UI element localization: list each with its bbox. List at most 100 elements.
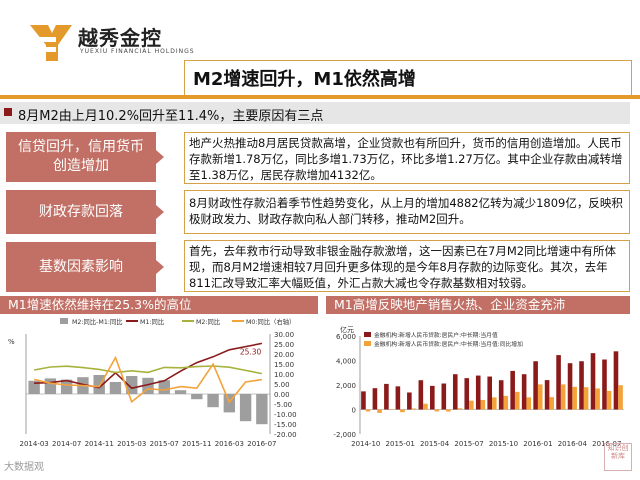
m1-growth-chart: % -20.00 -15.00 -10.00 -5.00 0.00 5.00 10.00 15.… [8,317,297,448]
bar-loan-22 [613,351,619,410]
reason-label-1: 信贷回升，信用货币创造增加 [6,132,156,182]
y-tick-label: 0 [352,407,356,415]
bar-yoy-9 [469,400,474,410]
bar-loan-21 [602,359,607,410]
y-tick-label: 2,000 [336,382,356,390]
bar-loan-17 [556,355,561,410]
x-tick-label: 2015-03 [117,440,146,448]
legend-label: M2:同比-M1:同比 [72,317,123,326]
line-series-0 [34,342,263,390]
bar-10 [191,394,203,400]
mortgage-loan-chart: 亿元 -2,000 0 2,000 4,000 6,000 2014-10 2015-01 20… [333,325,624,448]
bar-9 [174,390,187,394]
x-tick-label: 2016-07 [592,440,621,448]
bar-yoy-14 [526,397,532,410]
brand-name: 越秀金控 [78,26,162,50]
bar-7 [142,377,154,394]
company-logo [30,25,72,61]
bar-yoy-3 [400,409,405,413]
bar-yoy-16 [549,397,554,410]
right-tick-label: 5.00 [274,381,290,389]
x-tick-label: 2015-04 [420,440,450,448]
slide-title-box: M2增速回升，M1依然高增 [184,60,632,96]
legend-label: M0:同比（右轴） [246,317,295,326]
right-tick-label: 30.00 [274,331,294,339]
bar-6 [126,376,138,394]
right-tick-label: 10.00 [274,371,294,379]
right-tick-label: 15.00 [274,361,294,369]
bar-yoy-22 [618,385,623,410]
right-tick-label: 25.00 [274,341,294,349]
bar-loan-8 [452,374,458,410]
bar-yoy-5 [423,403,428,410]
slide-title: M2增速回升，M1依然高增 [193,69,416,90]
bar-loan-14 [521,374,527,410]
bar-14 [256,394,268,425]
bar-loan-9 [464,378,470,410]
x-tick-label: 2014-11 [85,440,114,448]
bar-yoy-0 [365,409,371,412]
legend-label: 金融机构:新增人民币贷款:居民户:中长期:当月值:同比增加 [374,340,523,348]
x-tick-label: 2015-07 [454,440,483,448]
bar-yoy-17 [560,384,566,410]
bullet-square-icon [4,108,12,116]
bar-5 [109,382,122,394]
bar-loan-2 [384,383,389,410]
bar-loan-19 [579,361,584,410]
bar-2 [60,379,73,394]
bar-loan-18 [567,363,573,410]
legend-label: M2:同比 [196,317,220,326]
bar-loan-5 [418,380,424,410]
x-tick-label: 2015-10 [489,440,518,448]
x-tick-label: 2016-01 [523,440,552,448]
bar-yoy-2 [388,409,394,410]
reason-label-2: 财政存款回落 [6,190,156,234]
x-tick-label: 2014-10 [351,440,380,448]
bar-loan-4 [407,392,412,410]
bar-yoy-21 [606,390,612,410]
right-tick-label: -5.00 [274,401,292,409]
x-tick-label: 2016-04 [558,440,588,448]
legend-swatch [364,341,371,346]
bar-loan-1 [372,388,378,410]
bar-yoy-1 [377,409,382,413]
bar-yoy-11 [492,397,497,410]
bar-yoy-15 [537,384,543,410]
bar-yoy-20 [595,388,600,410]
right-tick-label: -15.00 [274,421,297,429]
bar-yoy-4 [411,408,417,410]
bar-loan-7 [441,383,447,410]
right-tick-label: 0.00 [274,391,290,399]
right-tick-label: -10.00 [274,411,297,419]
legend-label: M1:同比 [140,317,164,326]
y-axis-unit: 亿元 [340,325,354,334]
legend-swatch [60,318,68,324]
chart-2-title: M1高增反映地产销售火热、企业资金充沛 [326,296,630,314]
arrow-right-icon [156,260,164,274]
bar-yoy-19 [583,387,589,410]
bar-yoy-18 [572,386,577,410]
right-tick-label: 20.00 [274,351,294,359]
x-tick-label: 2015-11 [182,440,211,448]
summary-text: 8月M2由上月10.2%回升至11.4%，主要原因有三点 [18,109,324,124]
y-tick-label: 4,000 [336,358,356,366]
left-axis-unit: % [8,338,15,346]
brand-subtitle: YUEXIU FINANCIAL HOLDINGS [80,48,195,55]
bar-loan-13 [510,370,515,410]
bar-loan-3 [395,386,401,410]
x-tick-label: 2015-07 [150,440,179,448]
bar-8 [158,380,170,394]
right-tick-label: -20.00 [274,431,297,439]
bar-loan-20 [590,353,596,410]
divider [0,95,640,99]
legend-label: 金融机构:新增人民币贷款:居民户:中长期:当月值 [374,331,498,339]
x-tick-label: 2015-01 [386,440,415,448]
line-series-1 [33,365,263,375]
reason-text-2: 8月财政性存款沿着季节性趋势变化，从上月的增加4882亿转为减少1809亿，反映… [184,190,630,234]
bar-yoy-6 [434,409,440,412]
chart-1-title: M1增速依然维持在25.3%的高位 [0,296,318,314]
bar-yoy-7 [446,409,451,412]
bar-loan-16 [544,380,550,410]
reason-text-1: 地产火热推动8月居民贷款高增，企业贷款也有所回升，货币的信用创造增加。人民币存款… [184,132,630,184]
bar-yoy-12 [503,395,509,410]
